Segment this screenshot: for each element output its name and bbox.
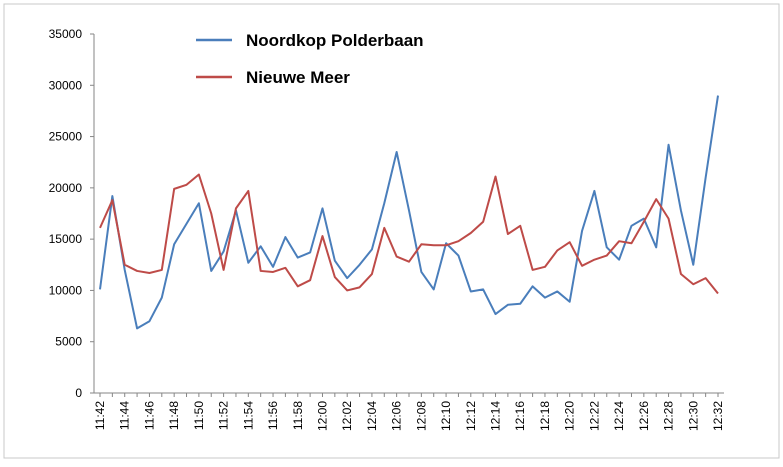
x-tick-label: 12:02 (340, 401, 354, 431)
x-tick-label: 11:58 (291, 401, 305, 430)
y-tick-label: 30000 (49, 78, 83, 92)
x-tick-label: 12:00 (315, 401, 329, 431)
x-tick-label: 12:10 (439, 401, 453, 431)
y-tick-label: 0 (75, 386, 82, 400)
x-tick-label: 11:42 (93, 401, 107, 430)
y-tick-label: 25000 (49, 130, 83, 144)
y-tick-label: 35000 (49, 27, 83, 41)
x-tick-label: 12:22 (587, 401, 601, 431)
x-tick-label: 12:26 (637, 401, 651, 431)
x-tick-label: 12:04 (365, 401, 379, 431)
x-tick-label: 11:52 (217, 401, 231, 430)
x-tick-label: 12:24 (612, 401, 626, 431)
y-tick-label: 15000 (49, 232, 83, 246)
x-tick-label: 12:12 (464, 401, 478, 431)
x-tick-label: 12:14 (489, 401, 503, 431)
x-tick-label: 12:18 (538, 401, 552, 431)
legend-label: Nieuwe Meer (246, 68, 350, 87)
x-tick-label: 11:56 (266, 401, 280, 430)
x-tick-label: 12:32 (711, 401, 725, 431)
series-line (99, 95, 719, 330)
y-tick-label: 20000 (49, 181, 83, 195)
x-tick-label: 11:46 (142, 401, 156, 430)
legend-label: Noordkop Polderbaan (246, 31, 424, 50)
x-tick-label: 12:08 (414, 401, 428, 431)
x-tick-label: 12:06 (390, 401, 404, 431)
x-tick-label: 12:30 (686, 401, 700, 431)
x-tick-label: 11:44 (118, 401, 132, 430)
series-line (99, 173, 719, 295)
x-tick-label: 11:54 (241, 401, 255, 430)
chart-border (3, 3, 780, 459)
y-tick-label: 10000 (49, 283, 83, 297)
x-tick-label: 11:48 (167, 401, 181, 430)
x-tick-label: 12:28 (662, 401, 676, 431)
x-tick-label: 12:20 (563, 401, 577, 431)
y-tick-label: 5000 (55, 335, 82, 349)
x-tick-label: 11:50 (192, 401, 206, 430)
x-tick-label: 12:16 (513, 401, 527, 431)
